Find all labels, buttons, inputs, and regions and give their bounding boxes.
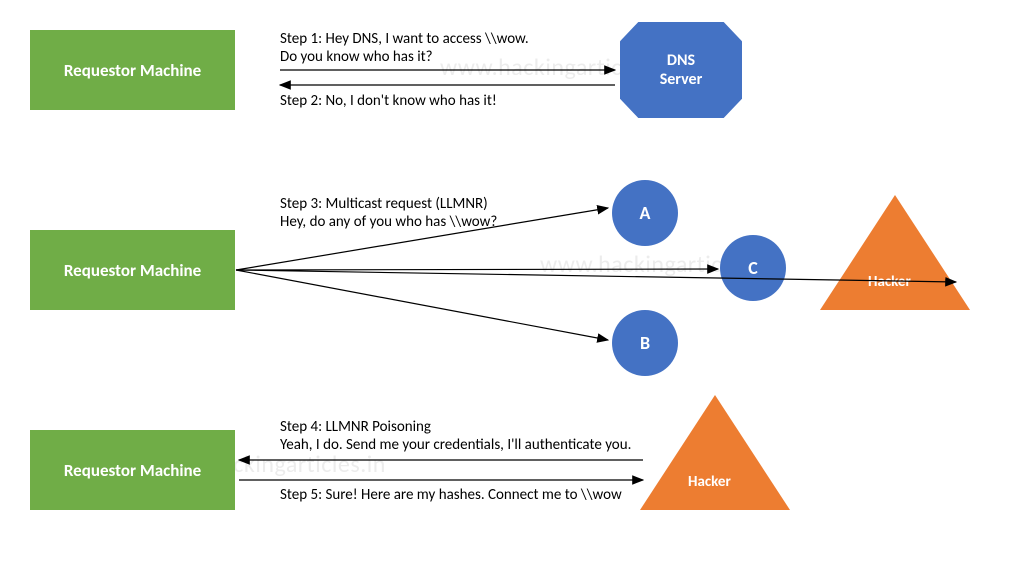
step2-text: Step 2: No, I don't know who has it! <box>280 92 497 110</box>
hacker-triangle-1 <box>820 195 970 310</box>
node-a: A <box>612 180 678 246</box>
step3-text: Step 3: Multicast request (LLMNR) Hey, d… <box>280 195 497 231</box>
dns-label-1: DNS <box>667 51 695 70</box>
hacker-triangle-2 <box>640 395 790 510</box>
requestor-box-2: Requestor Machine <box>30 230 235 310</box>
step4-text: Step 4: LLMNR Poisoning Yeah, I do. Send… <box>280 418 631 454</box>
hacker-label-1: Hacker <box>868 273 911 291</box>
node-b: B <box>612 310 678 376</box>
requestor-box-1: Requestor Machine <box>30 30 235 110</box>
node-c: C <box>720 235 786 301</box>
dns-label-2: Server <box>660 70 703 89</box>
requestor-box-3: Requestor Machine <box>30 430 235 510</box>
step5-text: Step 5: Sure! Here are my hashes. Connec… <box>280 486 622 504</box>
dns-server-hexagon: DNS Server <box>620 22 742 118</box>
step1-text: Step 1: Hey DNS, I want to access \\wow.… <box>280 30 529 66</box>
hacker-label-2: Hacker <box>688 473 731 491</box>
